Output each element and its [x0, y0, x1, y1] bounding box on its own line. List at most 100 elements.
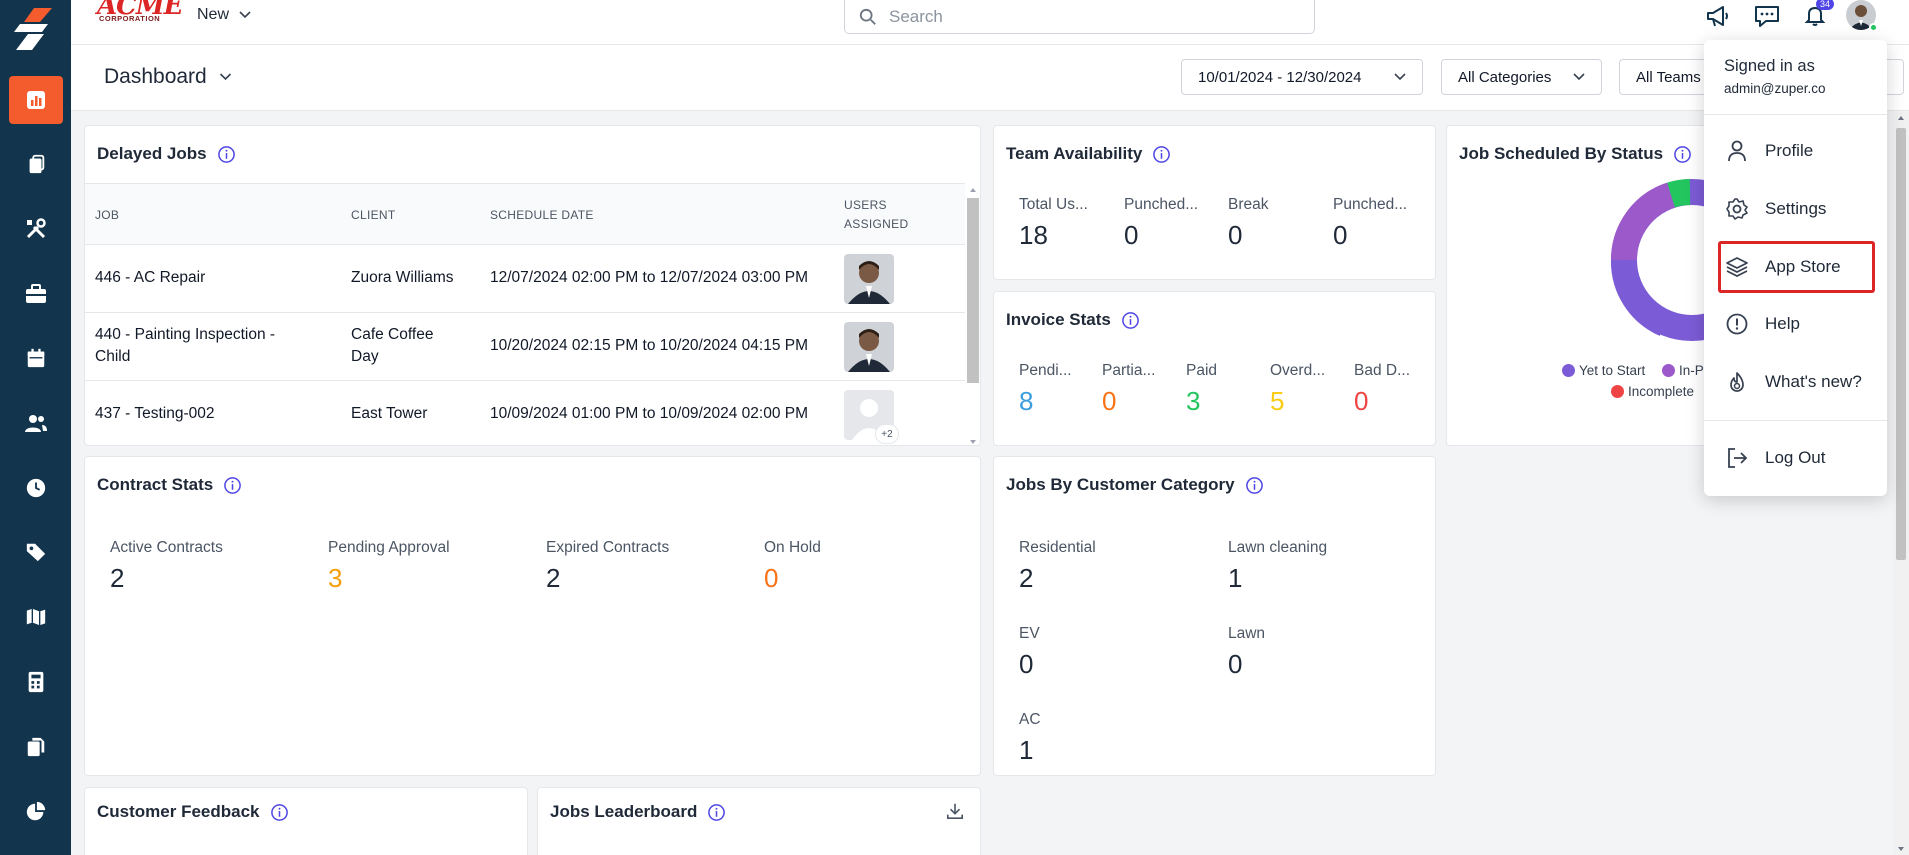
stat-total-users[interactable]: Total Us... 18	[1019, 196, 1099, 250]
assigned-user-avatar[interactable]	[844, 254, 894, 304]
client-cell: Cafe Coffee	[351, 326, 434, 343]
stat-active-contracts[interactable]: Active Contracts 2	[110, 539, 290, 593]
column-header-users-assigned[interactable]: USERS	[844, 198, 887, 212]
stat-break[interactable]: Break 0	[1228, 196, 1308, 250]
card-title-text: Contract Stats	[97, 475, 214, 494]
table-header: JOB CLIENT SCHEDULE DATE USERS ASSIGNED	[85, 183, 965, 245]
stat-label: Pending Approval	[328, 539, 450, 556]
sidebar-item-pricing[interactable]	[9, 528, 63, 576]
stat-label: Partia...	[1102, 362, 1156, 379]
table-row[interactable]: 446 - AC Repair Zuora Williams 12/07/202…	[85, 245, 965, 313]
info-icon[interactable]	[1121, 311, 1140, 330]
stat-paid[interactable]: Paid 3	[1186, 362, 1248, 416]
chevron-down-icon	[1394, 73, 1406, 81]
stat-partial[interactable]: Partia... 0	[1102, 362, 1164, 416]
menu-item-profile[interactable]: Profile	[1718, 127, 1875, 175]
column-header-schedule-date[interactable]: SCHEDULE DATE	[490, 208, 594, 222]
sidebar-item-documents[interactable]	[9, 723, 63, 771]
delayed-jobs-card: Delayed Jobs JOB CLIENT SCHEDULE DATE US…	[84, 125, 981, 446]
stat-bad-debt[interactable]: Bad D... 0	[1354, 362, 1416, 416]
search-bar[interactable]	[844, 0, 1315, 34]
sidebar-item-reports[interactable]	[9, 788, 63, 836]
documents-icon	[27, 737, 45, 757]
sidebar-item-tools[interactable]	[9, 205, 63, 253]
table-scrollbar[interactable]	[967, 186, 979, 445]
menu-item-settings[interactable]: Settings	[1718, 185, 1875, 233]
app-logo-icon[interactable]	[12, 4, 56, 54]
job-cell-line-2[interactable]: Child	[95, 348, 131, 365]
stat-residential[interactable]: Residential 2	[1019, 539, 1199, 593]
stat-lawn-cleaning[interactable]: Lawn cleaning 1	[1228, 539, 1408, 593]
categories-filter[interactable]: All Categories	[1441, 59, 1602, 95]
brand-sub: CORPORATION	[99, 14, 161, 23]
job-cell[interactable]: 437 - Testing-002	[95, 405, 215, 422]
stat-lawn[interactable]: Lawn 0	[1228, 625, 1408, 679]
card-title-text: Delayed Jobs	[97, 144, 207, 163]
stat-punched-out[interactable]: Punched... 0	[1333, 196, 1413, 250]
date-range-filter[interactable]: 10/01/2024 - 12/30/2024	[1181, 59, 1423, 95]
page-scrollbar[interactable]	[1893, 112, 1909, 855]
announcements-icon[interactable]	[1703, 2, 1733, 30]
legend-item[interactable]: In-P	[1662, 363, 1704, 378]
stat-punched-in[interactable]: Punched... 0	[1124, 196, 1204, 250]
new-menu-button[interactable]: New	[197, 6, 251, 24]
info-icon[interactable]	[223, 476, 242, 495]
legend-dot	[1611, 385, 1624, 398]
stat-pending[interactable]: Pendi... 8	[1019, 362, 1081, 416]
chevron-down-icon	[219, 73, 231, 81]
info-icon[interactable]	[1152, 145, 1171, 164]
menu-item-log-out[interactable]: Log Out	[1718, 434, 1875, 482]
company-logo[interactable]: ACME CORPORATION	[97, 0, 183, 28]
sidebar-item-dashboard[interactable]	[9, 76, 63, 124]
legend-item[interactable]: Yet to Start	[1562, 363, 1645, 378]
stat-overdue[interactable]: Overd... 5	[1270, 362, 1332, 416]
tools-icon	[26, 218, 46, 239]
contract-stats-card: Contract Stats Active Contracts 2 Pendin…	[84, 456, 981, 776]
team-availability-title: Team Availability	[1006, 144, 1171, 164]
sidebar-item-briefcase[interactable]	[9, 270, 63, 318]
sidebar-item-map[interactable]	[9, 593, 63, 641]
column-header-job[interactable]: JOB	[95, 208, 120, 222]
sidebar-item-users[interactable]	[9, 399, 63, 447]
table-row[interactable]: 440 - Painting Inspection - Child Cafe C…	[85, 313, 965, 381]
info-icon[interactable]	[217, 145, 236, 164]
stat-on-hold[interactable]: On Hold 0	[764, 539, 944, 593]
info-icon[interactable]	[707, 803, 726, 822]
brand-name: ACME	[97, 0, 183, 21]
job-cell[interactable]: 446 - AC Repair	[95, 269, 206, 286]
stat-label: Break	[1228, 196, 1269, 213]
column-header-client[interactable]: CLIENT	[351, 208, 396, 222]
download-icon[interactable]	[946, 802, 964, 820]
profile-dropdown-menu: Signed in as admin@zuper.co Profile Sett…	[1704, 40, 1887, 496]
dashboard-selector[interactable]: Dashboard	[104, 65, 232, 89]
team-availability-card: Team Availability Total Us... 18 Punched…	[993, 125, 1436, 280]
sidebar-item-timesheets[interactable]	[9, 464, 63, 512]
menu-item-help[interactable]: Help	[1718, 300, 1875, 348]
stat-value: 0	[1228, 649, 1243, 679]
job-cell[interactable]: 440 - Painting Inspection -	[95, 326, 276, 343]
calendar-icon	[27, 348, 45, 368]
sidebar-item-jobs[interactable]	[9, 140, 63, 188]
stat-pending-approval[interactable]: Pending Approval 3	[328, 539, 508, 593]
more-users-badge[interactable]: +2	[875, 424, 899, 444]
menu-item-app-store[interactable]: App Store	[1718, 241, 1875, 293]
sidebar-item-calendar[interactable]	[9, 334, 63, 382]
stat-ac[interactable]: AC 1	[1019, 711, 1199, 765]
stat-ev[interactable]: EV 0	[1019, 625, 1199, 679]
menu-item-whats-new[interactable]: What's new?	[1718, 358, 1875, 406]
sidebar-item-invoices[interactable]	[9, 658, 63, 706]
legend-item[interactable]: Incomplete	[1611, 384, 1694, 399]
stat-label: AC	[1019, 711, 1041, 728]
stat-expired-contracts[interactable]: Expired Contracts 2	[546, 539, 726, 593]
assigned-user-avatar[interactable]	[844, 322, 894, 372]
info-icon[interactable]	[1673, 145, 1692, 164]
status-donut-chart[interactable]	[1587, 175, 1777, 345]
info-icon[interactable]	[270, 803, 289, 822]
table-row[interactable]: 437 - Testing-002 East Tower 10/09/2024 …	[85, 381, 965, 445]
stat-label: Punched...	[1124, 196, 1199, 213]
info-icon[interactable]	[1245, 476, 1264, 495]
search-input[interactable]	[889, 6, 1269, 27]
legend-label: In-P	[1679, 363, 1704, 378]
chat-icon[interactable]	[1752, 2, 1782, 30]
notifications-button[interactable]: 34	[1800, 0, 1834, 30]
